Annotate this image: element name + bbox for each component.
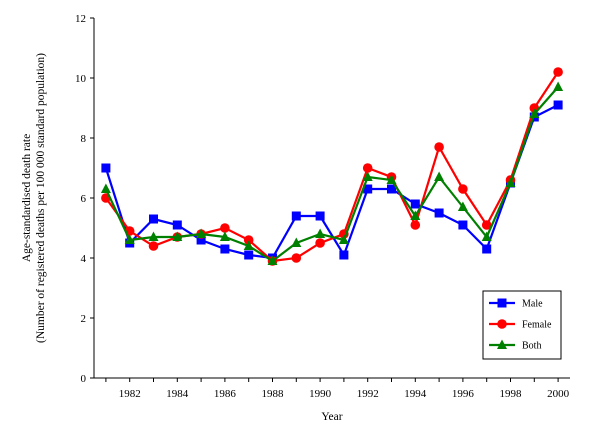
series-male-point [172, 220, 182, 230]
series-male-point [101, 163, 111, 173]
y-axis-title-line: Age-standardised death rate [21, 134, 33, 262]
series-both-point [362, 171, 373, 181]
series-both-point [505, 177, 516, 187]
series-male-point [387, 184, 396, 194]
series-male-point [220, 244, 230, 254]
series-male-point [291, 211, 301, 221]
series-male-point [482, 244, 492, 254]
series-female-line [105, 71, 560, 263]
x-tick-label: 1994 [404, 388, 427, 400]
series-both-point [219, 231, 230, 241]
series-female-point [148, 241, 159, 251]
series-male-point [196, 235, 206, 245]
series-male-point [434, 208, 444, 218]
x-tick-label: 1984 [166, 388, 189, 400]
series-female-point [481, 220, 492, 230]
legend-item-female: Female [489, 319, 552, 331]
series-both-point [410, 210, 421, 220]
legend-swatch-marker [497, 319, 507, 329]
series-both-point [291, 237, 302, 247]
series-female-point [410, 220, 421, 230]
series-layer [100, 67, 564, 266]
series-female-point [553, 67, 563, 77]
y-tick-label: 4 [81, 253, 87, 265]
series-female-point [362, 163, 373, 173]
x-tick-label: 1996 [452, 388, 475, 400]
y-tick-label: 8 [81, 133, 87, 145]
series-male-point [149, 214, 158, 224]
series-both-point [124, 234, 135, 244]
series-female-point [291, 253, 302, 263]
series-both-point [243, 240, 254, 250]
series-both-point [100, 183, 111, 193]
series-both-point [148, 231, 159, 241]
x-tick-label: 2000 [547, 388, 570, 400]
x-tick-label: 1998 [500, 388, 523, 400]
series-male-point [410, 199, 420, 209]
legend-label: Female [522, 320, 552, 331]
y-tick-label: 0 [81, 373, 87, 385]
legend: Male Female Both [482, 290, 562, 360]
y-tick-label: 10 [75, 73, 87, 85]
y-ticks: 0 2 4 6 8 10 12 [75, 13, 94, 385]
series-both-point [172, 231, 183, 241]
series-female-point [458, 184, 468, 194]
series-male-point [315, 211, 325, 221]
x-axis-title: Year [321, 411, 342, 423]
series-both-point [529, 108, 540, 118]
legend-item-both: Both [489, 339, 541, 352]
series-both-point [196, 228, 207, 238]
series-both-point [434, 171, 445, 181]
y-tick-label: 6 [81, 193, 87, 205]
series-male-point [244, 250, 254, 260]
y-tick-label: 2 [81, 313, 87, 325]
x-ticks: 1982 1984 1986 1988 1990 1992 1994 1996 1998 2000 [105, 378, 570, 400]
legend-label: Male [522, 299, 543, 310]
series-both-point [338, 234, 349, 244]
series-both-point [481, 231, 492, 241]
legend-item-male: Male [489, 298, 543, 310]
x-tick-label: 1992 [357, 388, 379, 400]
series-female-point [243, 235, 254, 245]
series-both-point [386, 174, 397, 184]
x-tick-label: 1988 [262, 388, 285, 400]
x-tick-label: 1982 [119, 388, 141, 400]
legend-label: Both [522, 341, 541, 352]
series-both-point [315, 228, 326, 238]
series-both-line [104, 86, 559, 263]
series-both-point [267, 255, 278, 265]
x-tick-label: 1986 [214, 388, 237, 400]
legend-swatch-marker [497, 298, 507, 308]
series-male-point [458, 220, 468, 230]
series-both-point [553, 81, 564, 91]
series-both-point [457, 201, 468, 211]
series-male-point [339, 250, 349, 260]
series-female-point [434, 142, 444, 152]
y-axis-title: Age-standardised death rate (Number of re… [21, 53, 47, 343]
series-both [100, 81, 564, 265]
series-female-point [315, 238, 325, 248]
series-female-point [220, 223, 230, 233]
x-tick-label: 1990 [309, 388, 332, 400]
series-male-point [363, 184, 373, 194]
y-tick-label: 12 [75, 13, 86, 25]
legend-swatch-marker [497, 339, 507, 349]
series-male-point [553, 100, 563, 110]
y-axis-title-line: (Number of registered deaths per 100 000… [35, 53, 47, 343]
